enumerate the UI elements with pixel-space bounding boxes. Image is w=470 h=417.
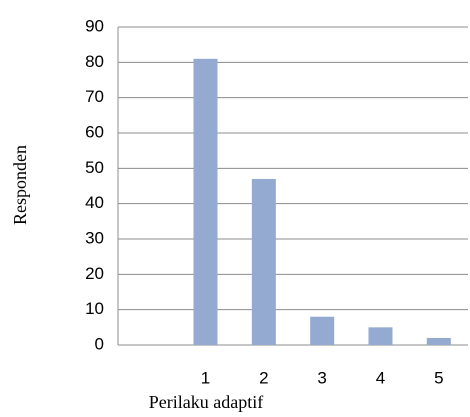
bar: [368, 327, 393, 345]
x-tick-label: 4: [376, 368, 385, 387]
y-tick-label: 80: [85, 52, 104, 71]
y-tick-label: 50: [85, 158, 104, 177]
y-tick-label: 70: [85, 87, 104, 106]
x-tick-label: 5: [434, 368, 443, 387]
y-tick-label: 20: [85, 264, 104, 283]
x-tick-label: 1: [201, 368, 210, 387]
x-axis-title: Perilaku adaptif: [149, 392, 263, 412]
bar: [426, 337, 451, 345]
y-axis-title: Responden: [10, 145, 30, 225]
y-tick-label: 0: [95, 334, 104, 353]
y-tick-label: 30: [85, 228, 104, 247]
y-tick-label: 10: [85, 299, 104, 318]
bar: [251, 178, 276, 345]
x-tick-label: 2: [259, 368, 268, 387]
x-tick-label: 3: [317, 368, 326, 387]
y-tick-label: 60: [85, 122, 104, 141]
y-tick-label: 90: [85, 16, 104, 35]
bar: [193, 58, 218, 346]
bar: [310, 316, 335, 345]
y-tick-label: 40: [85, 193, 104, 212]
